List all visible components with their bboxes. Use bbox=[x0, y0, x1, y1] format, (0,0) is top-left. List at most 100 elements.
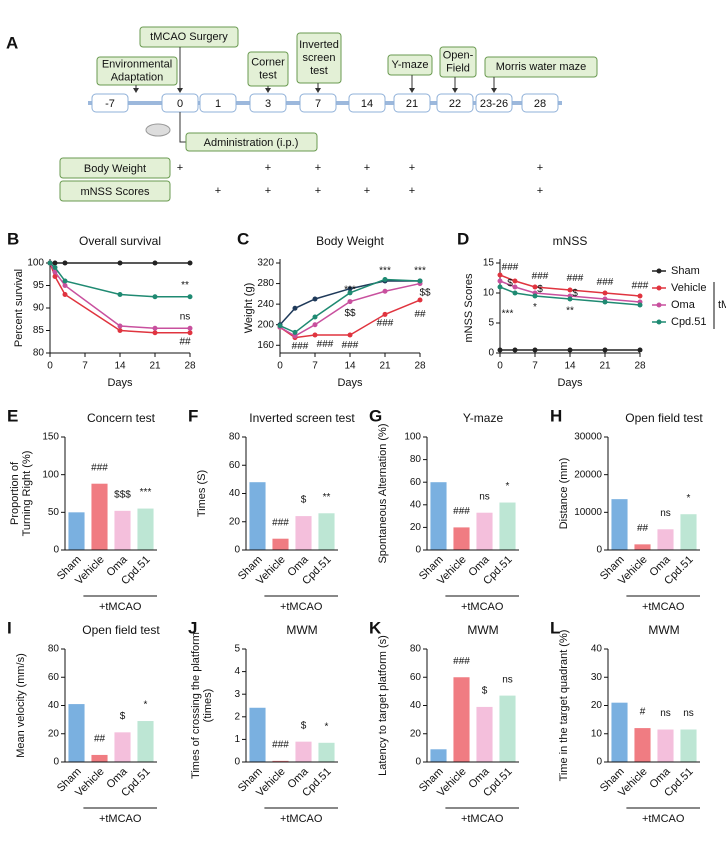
panel-letter: C bbox=[237, 229, 249, 248]
point bbox=[512, 278, 518, 284]
bar bbox=[114, 510, 131, 550]
measure-mark: + bbox=[215, 185, 221, 197]
x-axis-label: Days bbox=[337, 377, 363, 389]
y-tick-label: 280 bbox=[257, 278, 274, 289]
day-box bbox=[436, 93, 474, 113]
point bbox=[62, 292, 68, 297]
callout-box bbox=[439, 46, 477, 78]
y-tick-label: 1 bbox=[234, 734, 240, 745]
y-tick-label: 150 bbox=[42, 432, 59, 443]
chart-title: Open field test bbox=[82, 623, 160, 637]
measure-mark: + bbox=[265, 185, 271, 197]
y-axis-label: Time in the target quadrant (%) bbox=[558, 630, 570, 782]
annotation: ### bbox=[453, 506, 470, 517]
annotation: *** bbox=[414, 265, 426, 276]
panel-letter: I bbox=[7, 618, 12, 637]
day-box bbox=[521, 93, 559, 113]
annotation: ### bbox=[317, 339, 334, 350]
chart-title: MWM bbox=[467, 623, 498, 637]
annotation: * bbox=[533, 302, 537, 313]
legend-label: Oma bbox=[671, 299, 696, 311]
bar bbox=[430, 749, 447, 762]
admin-bracket bbox=[179, 112, 186, 143]
annotation: ns bbox=[180, 312, 191, 323]
bar bbox=[295, 741, 312, 762]
annotation: ### bbox=[597, 277, 614, 288]
legend-group: tMCAO bbox=[718, 299, 726, 311]
y-tick-label: 20 bbox=[48, 728, 60, 739]
y-axis-label: Times (S) bbox=[196, 470, 208, 517]
annotation: *** bbox=[344, 284, 356, 295]
point bbox=[347, 290, 353, 296]
bar bbox=[249, 482, 266, 550]
annotation: * bbox=[687, 493, 691, 504]
series-line bbox=[499, 286, 641, 306]
y-tick-label: 0 bbox=[488, 348, 494, 359]
annotation: ns bbox=[660, 508, 671, 519]
y-tick-label: 40 bbox=[229, 488, 241, 499]
bar bbox=[499, 502, 516, 550]
y-axis-label: Spontaneous Alternation (%) bbox=[377, 423, 389, 563]
y-axis-label: Distance (mm) bbox=[558, 458, 570, 530]
panel-letter: B bbox=[7, 229, 19, 248]
y-axis-label: Latency to target platform (s) bbox=[377, 635, 389, 776]
callout-text: Inverted bbox=[299, 39, 339, 51]
y-tick-label: 60 bbox=[410, 477, 422, 488]
point bbox=[52, 274, 58, 279]
callout-box bbox=[139, 26, 239, 48]
y-tick-label: 0 bbox=[415, 545, 421, 556]
measure-label: mNSS Scores bbox=[80, 186, 150, 198]
annotation: ** bbox=[566, 306, 574, 317]
point bbox=[52, 265, 58, 270]
y-tick-label: 0 bbox=[234, 757, 240, 768]
y-tick-label: 0 bbox=[415, 757, 421, 768]
y-tick-label: 0 bbox=[53, 545, 59, 556]
admin-text: Administration (i.p.) bbox=[204, 137, 299, 149]
point bbox=[497, 284, 503, 290]
measure-mark: + bbox=[409, 185, 415, 197]
x-axis-label: Days bbox=[107, 377, 133, 389]
legend-label: Sham bbox=[671, 265, 700, 277]
y-tick-label: 0 bbox=[596, 757, 602, 768]
annotation: ** bbox=[323, 492, 331, 503]
y-tick-label: 4 bbox=[234, 666, 240, 677]
bar bbox=[611, 499, 628, 550]
annotation: $$ bbox=[419, 287, 431, 298]
callout-text: test bbox=[310, 65, 328, 77]
y-tick-label: 320 bbox=[257, 258, 274, 269]
group-label: +tMCAO bbox=[642, 601, 685, 613]
point bbox=[187, 325, 193, 331]
arrow-head bbox=[409, 88, 415, 93]
point bbox=[497, 347, 503, 353]
y-tick-label: 40 bbox=[48, 700, 60, 711]
y-tick-label: 30000 bbox=[574, 432, 602, 443]
point bbox=[567, 296, 573, 302]
measure-mark: + bbox=[537, 162, 543, 174]
callout-text: Open- bbox=[443, 49, 474, 61]
chart-title: Body Weight bbox=[316, 234, 384, 248]
annotation: * bbox=[144, 700, 148, 711]
point bbox=[62, 283, 68, 288]
annotation: ### bbox=[502, 262, 519, 273]
annotation: $ bbox=[120, 711, 126, 722]
callout-text: Environmental bbox=[102, 58, 172, 70]
point bbox=[382, 311, 388, 317]
series-line bbox=[499, 280, 641, 303]
y-axis-label: mNSS Scores bbox=[463, 273, 475, 343]
point bbox=[497, 278, 503, 284]
chart-title: mNSS bbox=[553, 234, 588, 248]
annotation: ## bbox=[414, 309, 426, 320]
day-box bbox=[199, 93, 237, 113]
annotation: $ bbox=[537, 284, 543, 295]
callout-box bbox=[296, 32, 342, 84]
point bbox=[52, 260, 58, 266]
point bbox=[187, 260, 193, 266]
measure-mark: + bbox=[364, 185, 370, 197]
measure-box bbox=[59, 157, 171, 179]
bar bbox=[68, 512, 85, 550]
bar bbox=[295, 516, 312, 550]
y-tick-label: 80 bbox=[410, 644, 422, 655]
y-tick-label: 10 bbox=[591, 728, 603, 739]
point bbox=[567, 347, 573, 353]
group-label: +tMCAO bbox=[461, 813, 504, 825]
